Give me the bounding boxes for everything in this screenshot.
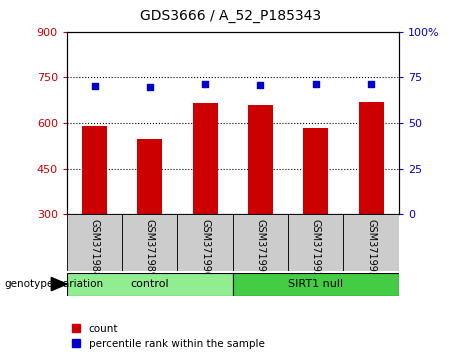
Bar	[303, 128, 328, 214]
Bar	[122, 214, 177, 271]
Text: GSM371993: GSM371993	[366, 219, 376, 278]
Point	[367, 81, 375, 87]
Point	[201, 81, 209, 87]
Legend: count, percentile rank within the sample: count, percentile rank within the sample	[72, 324, 265, 349]
Bar	[137, 139, 162, 214]
Text: GDS3666 / A_52_P185343: GDS3666 / A_52_P185343	[140, 9, 321, 23]
Bar	[67, 214, 122, 271]
Text: GSM371990: GSM371990	[200, 219, 210, 278]
Point	[146, 84, 154, 89]
Bar	[67, 273, 233, 296]
Bar	[193, 103, 218, 214]
Polygon shape	[51, 278, 67, 291]
Text: GSM371991: GSM371991	[255, 219, 266, 278]
Point	[91, 83, 98, 88]
Point	[257, 82, 264, 87]
Bar	[82, 126, 107, 214]
Bar	[359, 102, 384, 214]
Bar	[343, 214, 399, 271]
Text: GSM371988: GSM371988	[89, 219, 100, 278]
Bar	[233, 214, 288, 271]
Bar	[233, 273, 399, 296]
Text: SIRT1 null: SIRT1 null	[288, 279, 343, 289]
Bar	[288, 214, 343, 271]
Bar	[248, 105, 273, 214]
Text: genotype/variation: genotype/variation	[5, 279, 104, 289]
Point	[312, 81, 319, 87]
Text: GSM371992: GSM371992	[311, 219, 321, 278]
Text: control: control	[130, 279, 169, 289]
Bar	[177, 214, 233, 271]
Text: GSM371989: GSM371989	[145, 219, 155, 278]
